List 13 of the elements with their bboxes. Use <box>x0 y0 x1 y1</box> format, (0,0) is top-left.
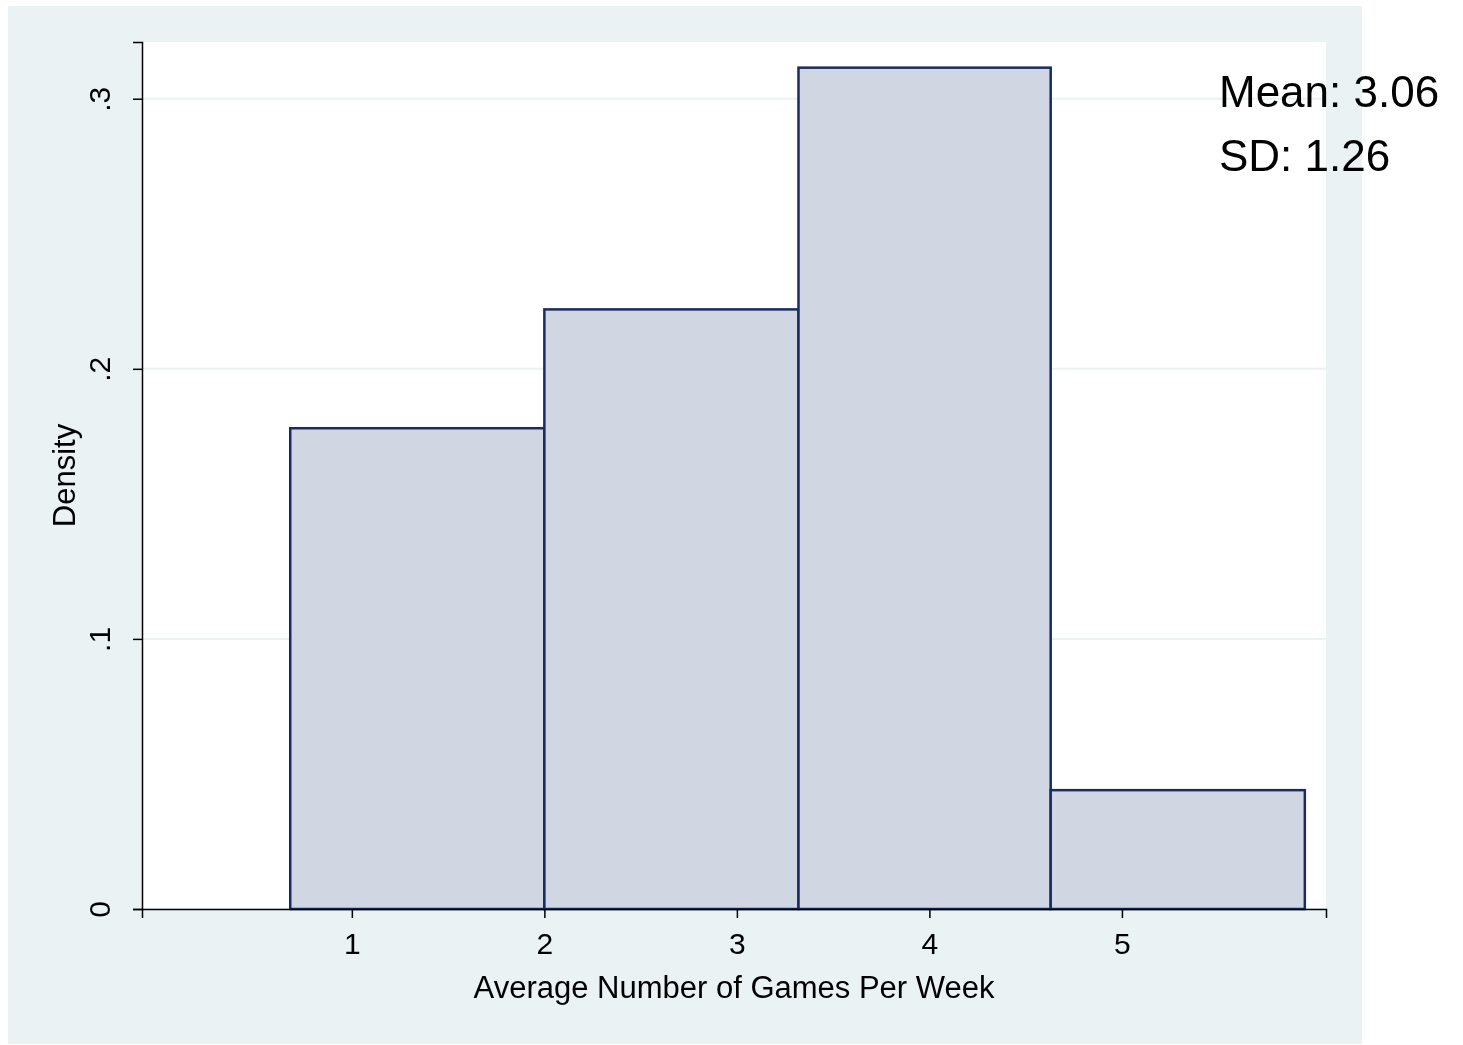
x-tick-label: 4 <box>921 927 939 960</box>
annotation: SD: 1.26 <box>1219 131 1391 180</box>
x-axis-title: Average Number of Games Per Week <box>473 970 995 1005</box>
y-tick-label: .2 <box>82 356 116 382</box>
y-tick-label: .1 <box>82 626 116 652</box>
x-tick-label: 1 <box>344 927 361 960</box>
y-tick-label: 0 <box>82 901 116 918</box>
y-axis-title: Density <box>47 423 82 528</box>
x-tick-label: 2 <box>536 927 554 960</box>
y-tick-label: .3 <box>82 86 116 112</box>
annotation: Mean: 3.06 <box>1219 67 1440 116</box>
x-tick-label: 5 <box>1114 927 1131 960</box>
x-tick-label: 3 <box>729 927 746 960</box>
